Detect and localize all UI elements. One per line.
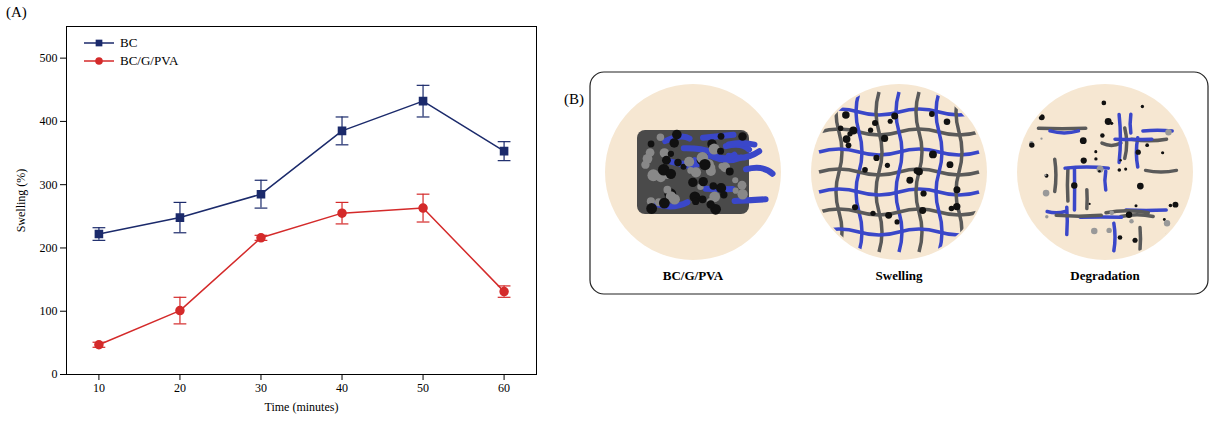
svg-text:400: 400 xyxy=(40,114,58,128)
svg-text:20: 20 xyxy=(174,381,186,395)
svg-text:300: 300 xyxy=(40,178,58,192)
svg-text:50: 50 xyxy=(417,381,429,395)
svg-text:Time (minutes): Time (minutes) xyxy=(265,400,339,414)
svg-text:40: 40 xyxy=(336,381,348,395)
svg-text:BC/G/PVA: BC/G/PVA xyxy=(663,268,724,283)
svg-text:30: 30 xyxy=(255,381,267,395)
svg-text:60: 60 xyxy=(498,381,510,395)
html-text:BC/G/PVA: BC/G/PVA xyxy=(120,53,179,68)
html-text:BC: BC xyxy=(120,35,138,50)
html-text:(A): (A) xyxy=(6,4,27,20)
svg-text:0: 0 xyxy=(52,367,58,381)
svg-text:500: 500 xyxy=(40,51,58,65)
svg-text:10: 10 xyxy=(93,381,105,395)
svg-text:Swelling (%): Swelling (%) xyxy=(14,169,28,233)
svg-text:200: 200 xyxy=(40,241,58,255)
svg-text:Swelling: Swelling xyxy=(876,268,923,283)
svg-text:100: 100 xyxy=(40,304,58,318)
svg-text:Degradation: Degradation xyxy=(1070,268,1140,283)
svg-text:(B): (B) xyxy=(564,91,584,108)
